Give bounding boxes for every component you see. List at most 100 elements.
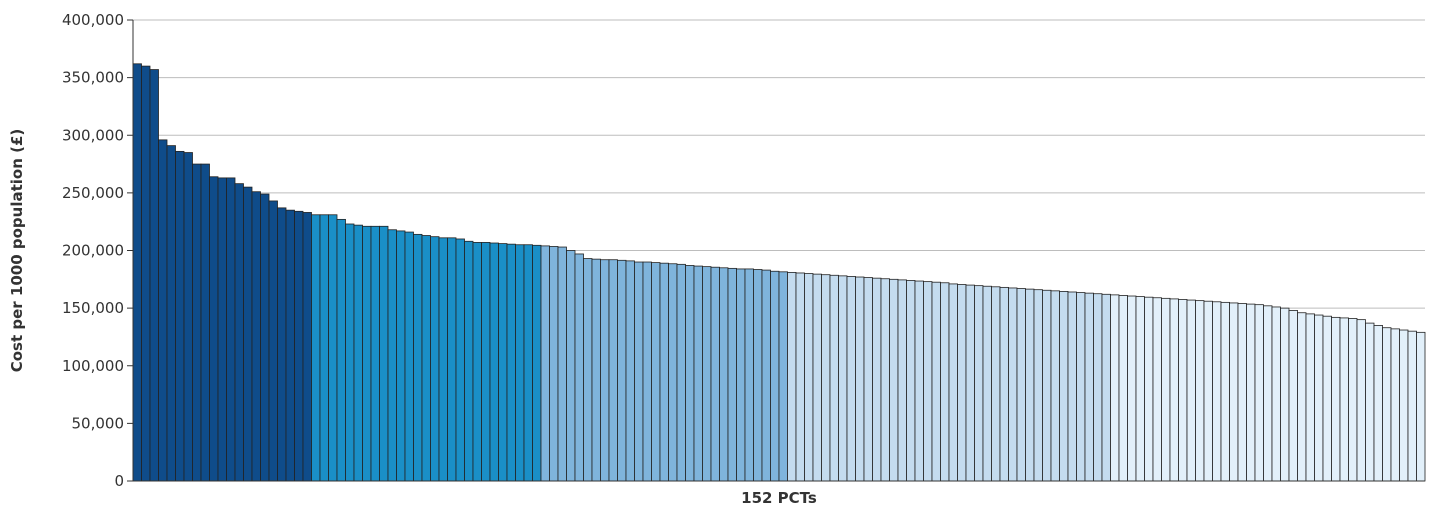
bar bbox=[243, 186, 253, 482]
bar bbox=[166, 145, 176, 482]
bar bbox=[285, 209, 295, 482]
bar bbox=[1110, 294, 1120, 482]
bar bbox=[447, 237, 457, 482]
bar bbox=[634, 261, 644, 482]
bar bbox=[226, 177, 236, 482]
bar bbox=[302, 212, 312, 482]
bar bbox=[676, 263, 686, 482]
bar bbox=[991, 286, 1001, 482]
bar bbox=[387, 229, 397, 482]
bar bbox=[268, 200, 278, 482]
bar bbox=[889, 278, 899, 482]
bar bbox=[1356, 319, 1366, 482]
bar bbox=[396, 230, 406, 482]
bar bbox=[1220, 301, 1230, 482]
y-tick-label: 350,000 bbox=[62, 69, 124, 87]
bar bbox=[1348, 318, 1358, 482]
bar bbox=[948, 283, 958, 482]
bar bbox=[413, 233, 423, 482]
bar bbox=[336, 218, 346, 482]
bar bbox=[668, 263, 678, 482]
bar bbox=[294, 210, 304, 482]
bar bbox=[532, 244, 542, 482]
bar bbox=[141, 65, 151, 482]
bar bbox=[1152, 297, 1162, 482]
bar bbox=[175, 150, 185, 482]
bar bbox=[1237, 303, 1247, 482]
bar bbox=[736, 268, 746, 482]
bar bbox=[1399, 329, 1409, 482]
bar bbox=[1314, 314, 1324, 482]
bar bbox=[625, 260, 635, 482]
bar bbox=[1229, 302, 1239, 482]
bar bbox=[472, 242, 482, 482]
bar bbox=[1365, 322, 1375, 482]
bar bbox=[1178, 299, 1188, 482]
bar bbox=[804, 273, 814, 482]
bar bbox=[566, 250, 576, 482]
bar bbox=[430, 236, 440, 482]
bar bbox=[260, 193, 270, 482]
bar bbox=[787, 271, 797, 482]
bar bbox=[1254, 304, 1264, 482]
bar bbox=[1331, 316, 1341, 482]
bar bbox=[1203, 300, 1213, 482]
bar bbox=[1246, 303, 1256, 482]
bar bbox=[353, 224, 363, 482]
bar bbox=[1127, 295, 1137, 482]
bar bbox=[1271, 306, 1281, 482]
bar bbox=[855, 276, 865, 482]
bar bbox=[1263, 305, 1273, 482]
bar bbox=[1390, 328, 1400, 482]
bar bbox=[251, 191, 261, 482]
bar bbox=[1288, 310, 1298, 482]
bar bbox=[200, 163, 210, 482]
bar bbox=[481, 242, 491, 482]
bar bbox=[931, 281, 941, 482]
bar bbox=[591, 258, 601, 482]
bar bbox=[498, 243, 508, 482]
bar bbox=[1373, 325, 1383, 482]
bar bbox=[974, 285, 984, 482]
bar bbox=[421, 235, 431, 482]
y-tick-label: 0 bbox=[114, 472, 124, 490]
bar bbox=[923, 281, 933, 482]
bar bbox=[999, 286, 1009, 482]
bar bbox=[761, 269, 771, 482]
bar bbox=[642, 261, 652, 482]
bar bbox=[659, 262, 669, 482]
bar bbox=[906, 280, 916, 482]
bar bbox=[727, 267, 737, 482]
bar bbox=[600, 259, 610, 482]
bar bbox=[1135, 296, 1145, 482]
y-tick-label: 300,000 bbox=[62, 126, 124, 144]
bar bbox=[1050, 290, 1060, 482]
bar bbox=[438, 237, 448, 482]
bar bbox=[940, 282, 950, 482]
bar bbox=[455, 238, 465, 482]
bar bbox=[693, 265, 703, 482]
bar bbox=[1101, 293, 1111, 482]
bar bbox=[1280, 307, 1290, 482]
y-tick-label: 250,000 bbox=[62, 184, 124, 202]
bar bbox=[1016, 288, 1026, 482]
bar bbox=[846, 276, 856, 482]
bar bbox=[379, 225, 389, 482]
bar bbox=[872, 277, 882, 482]
bar bbox=[863, 277, 873, 482]
bar bbox=[370, 225, 380, 482]
bar bbox=[1118, 295, 1128, 482]
bar bbox=[1033, 289, 1043, 482]
bar bbox=[1212, 301, 1222, 482]
bar bbox=[1059, 291, 1069, 482]
bar bbox=[1382, 327, 1392, 482]
bar bbox=[277, 207, 287, 482]
bar bbox=[574, 253, 584, 482]
bar bbox=[523, 244, 533, 482]
bar bbox=[617, 259, 627, 482]
bar bbox=[183, 152, 193, 482]
bar bbox=[328, 214, 338, 482]
bar bbox=[132, 63, 142, 482]
bar bbox=[702, 266, 712, 482]
bar bbox=[319, 214, 329, 482]
